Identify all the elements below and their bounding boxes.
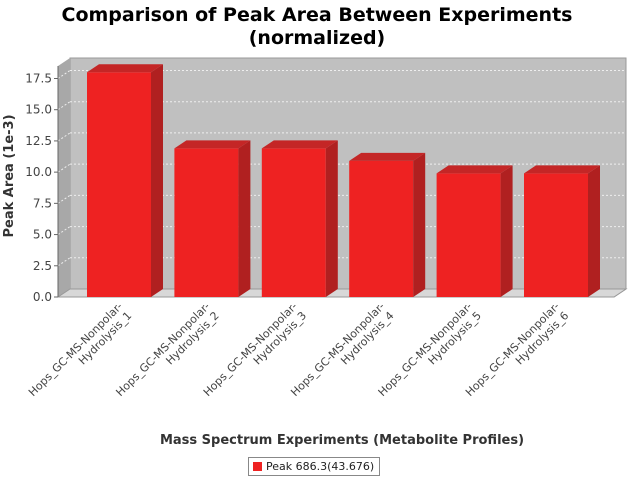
- bar-front: [261, 148, 326, 297]
- y-tick-label: 5.0: [33, 228, 52, 242]
- bar-front: [87, 72, 151, 297]
- gridline-depth: [57, 194, 71, 204]
- gridline-depth: [57, 226, 71, 235]
- bar-top: [174, 140, 251, 149]
- bars: [87, 64, 600, 297]
- bar-front: [436, 173, 501, 297]
- gridline-depth: [57, 163, 71, 173]
- bar-front: [174, 148, 239, 297]
- chart-title-line-2: (normalized): [249, 27, 386, 49]
- y-tick-label: 2.5: [33, 259, 52, 273]
- bar-side: [238, 140, 251, 297]
- gridline-depth: [57, 132, 71, 142]
- y-axis-label: Peak Area (1e-3): [2, 114, 17, 237]
- x-axis-categories: Hops_GC-MS-Nonpolar-Hydrolysis_1Hops_GC-…: [26, 300, 571, 399]
- bar-side: [151, 64, 163, 297]
- gridline-depth: [57, 70, 71, 79]
- bar-top: [87, 64, 163, 73]
- bar-front: [349, 160, 414, 297]
- bar-front: [524, 173, 588, 297]
- y-tick-label: 12.5: [25, 134, 52, 148]
- gridline-depth: [57, 257, 71, 267]
- bar: [524, 165, 600, 297]
- y-tick-label: 15.0: [25, 103, 52, 117]
- bar: [174, 140, 251, 297]
- bar: [436, 165, 513, 297]
- bar-side: [325, 140, 338, 297]
- bar-top: [436, 165, 513, 174]
- legend-swatch: [253, 462, 262, 471]
- bar-side: [413, 152, 426, 297]
- bar-top: [349, 152, 426, 161]
- y-tick-label: 0.0: [33, 290, 52, 304]
- bar-side: [500, 165, 513, 297]
- legend: Peak 686.3(43.676): [248, 457, 381, 476]
- y-tick-label: 10.0: [25, 165, 52, 179]
- x-axis-label: Mass Spectrum Experiments (Metabolite Pr…: [160, 433, 524, 448]
- x-category-label-line: Hops_GC-MS-Nonpolar-: [26, 300, 125, 399]
- bar: [87, 64, 163, 297]
- y-axis: 0.0 2.5 5.0 7.5 10.0 12.5 15.0 17.5: [25, 66, 59, 304]
- bar: [349, 152, 426, 297]
- plot-left-wall: [58, 58, 70, 297]
- y-tick-label: 17.5: [25, 71, 52, 85]
- y-tick-label: 7.5: [33, 196, 52, 210]
- chart-title-line-1: Comparison of Peak Area Between Experime…: [62, 4, 573, 26]
- bar-side: [588, 165, 600, 297]
- legend-series-label: Peak 686.3(43.676): [266, 460, 375, 473]
- bar: [261, 140, 338, 297]
- bar-top: [261, 140, 338, 149]
- bar-top: [524, 165, 600, 174]
- gridline-depth: [57, 101, 71, 111]
